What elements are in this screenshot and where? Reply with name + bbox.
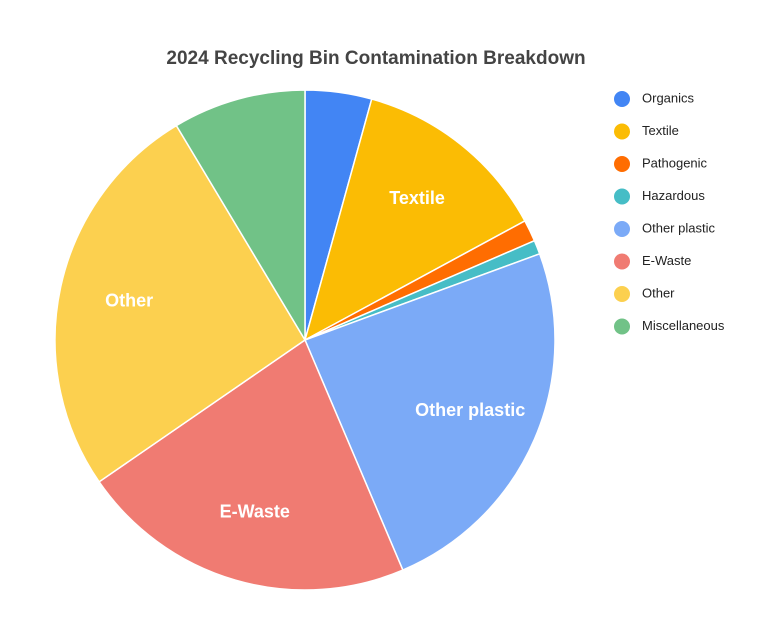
slice-label: Textile	[389, 188, 445, 208]
slice-label: Other plastic	[415, 400, 525, 420]
legend-label: Organics	[642, 90, 695, 105]
slice-label: Other	[105, 291, 153, 311]
pie-slice	[304, 252, 556, 572]
legend-marker	[614, 188, 630, 205]
legend-marker	[614, 123, 630, 140]
slice-label: E-Waste	[220, 502, 290, 522]
pie-slice	[175, 89, 306, 343]
pie-slice	[303, 98, 526, 342]
pie-slice	[54, 124, 307, 483]
legend-label: Hazardous	[642, 188, 705, 203]
legend-marker	[614, 286, 630, 302]
legend-marker	[614, 91, 630, 107]
chart-title: 2024 Recycling Bin Contamination Breakdo…	[166, 48, 585, 69]
legend-label: Other	[642, 285, 675, 300]
legend-marker	[614, 221, 630, 237]
legend-label: Other plastic	[642, 220, 715, 235]
legend-marker	[614, 318, 630, 335]
pie-slice	[98, 338, 404, 591]
legend-label: Textile	[642, 123, 679, 138]
legend-label: Miscellaneous	[642, 318, 725, 333]
legend-marker	[614, 253, 630, 270]
legend-marker	[614, 156, 630, 172]
legend-label: Pathogenic	[642, 155, 708, 170]
legend-label: E-Waste	[642, 253, 691, 268]
